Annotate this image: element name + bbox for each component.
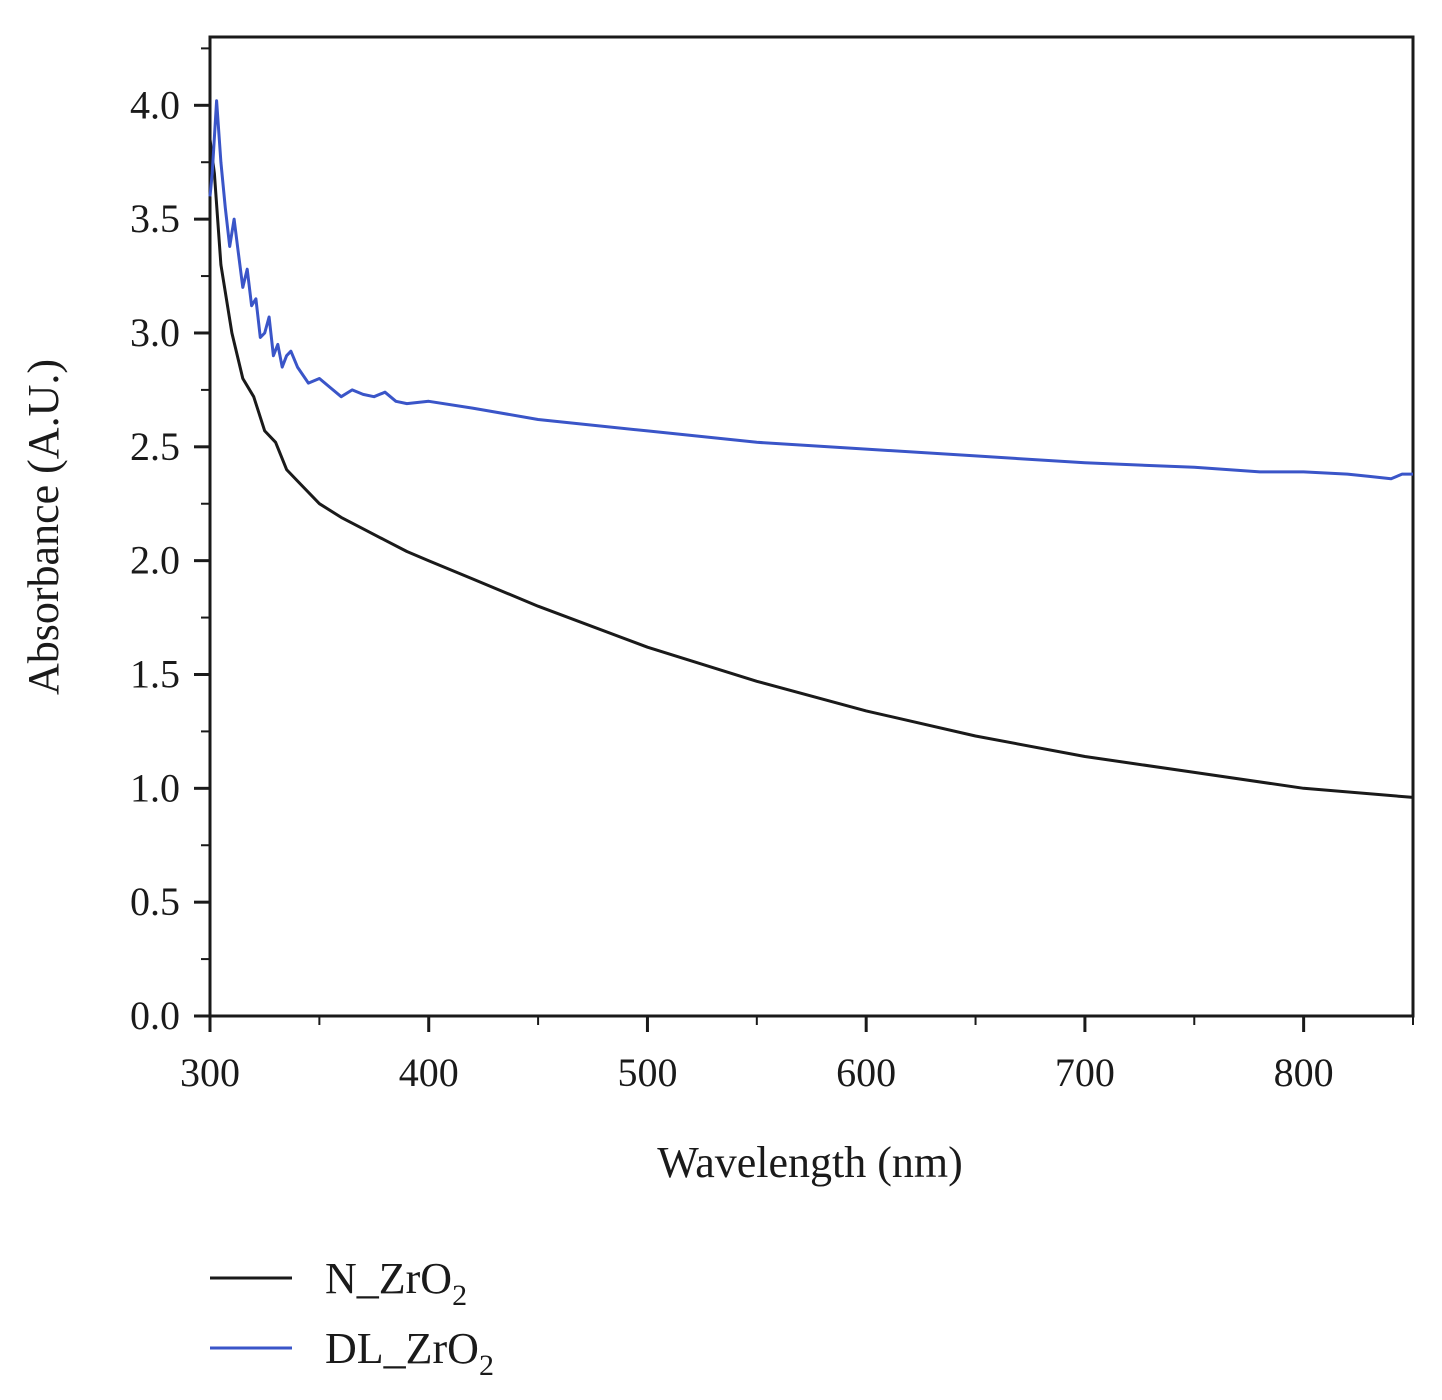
legend-label-2: DL_ZrO2: [325, 1324, 494, 1382]
plot-area-border: [208, 35, 1415, 1018]
y-tick-label: 0.5: [130, 879, 180, 924]
x-tick-label: 300: [180, 1050, 240, 1095]
x-tick-label: 400: [399, 1050, 459, 1095]
series-layer: [208, 99, 1414, 799]
x-tick-label: 500: [617, 1050, 677, 1095]
y-tick-label: 2.0: [130, 538, 180, 583]
y-tick-label: 1.5: [130, 651, 180, 696]
legend-label-1: N_ZrO2: [325, 1254, 467, 1312]
series-line-1: [208, 139, 1414, 799]
x-tick-label: 800: [1274, 1050, 1334, 1095]
x-tick-label: 700: [1055, 1050, 1115, 1095]
y-tick-label: 0.0: [130, 993, 180, 1038]
series-line-2: [208, 99, 1413, 481]
x-tick-label: 600: [836, 1050, 896, 1095]
plot-frame: [208, 35, 1415, 1018]
y-axis-label: Absorbance (A.U.): [19, 359, 68, 695]
ticks-layer: 0.0 0.5 1.0 1.5 2.0 2.5 3.0 3.5 4.0 300 400 500 600 7…: [130, 47, 1414, 1095]
x-axis-label: Wavelength (nm): [657, 1138, 963, 1187]
y-tick-label: 2.5: [130, 424, 180, 469]
y-tick-label: 1.0: [130, 765, 180, 810]
y-tick-label: 3.5: [130, 196, 180, 241]
y-tick-label: 3.0: [130, 310, 180, 355]
y-tick-label: 4.0: [130, 82, 180, 127]
legend: N_ZrO2 DL_ZrO2: [210, 1254, 494, 1382]
